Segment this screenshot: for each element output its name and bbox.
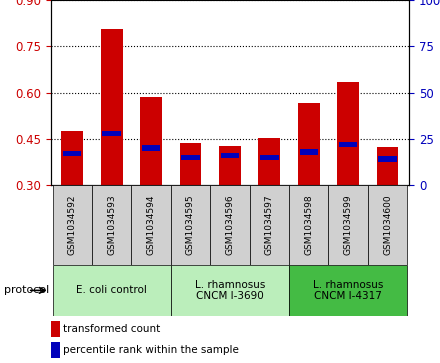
Text: GSM1034597: GSM1034597 — [265, 195, 274, 255]
Bar — [258, 138, 280, 185]
Bar — [103, 131, 121, 136]
Bar — [298, 103, 319, 185]
Bar — [339, 142, 357, 147]
Bar — [51, 321, 59, 337]
Text: GSM1034596: GSM1034596 — [225, 195, 235, 255]
Text: L. rhamnosus
CNCM I-4317: L. rhamnosus CNCM I-4317 — [313, 280, 383, 301]
Text: GSM1034594: GSM1034594 — [147, 195, 156, 255]
Bar — [132, 185, 171, 265]
Bar — [52, 265, 171, 316]
Bar — [210, 185, 249, 265]
Bar — [171, 265, 289, 316]
Bar — [249, 185, 289, 265]
Bar — [289, 265, 407, 316]
Text: GSM1034600: GSM1034600 — [383, 195, 392, 255]
Bar — [101, 29, 122, 185]
Text: transformed count: transformed count — [63, 324, 161, 334]
Bar — [378, 156, 397, 162]
Text: GSM1034598: GSM1034598 — [304, 195, 313, 255]
Bar — [63, 151, 81, 156]
Bar — [260, 155, 279, 160]
Text: GSM1034595: GSM1034595 — [186, 195, 195, 255]
Text: GSM1034599: GSM1034599 — [344, 195, 352, 255]
Text: E. coli control: E. coli control — [76, 285, 147, 295]
Text: L. rhamnosus
CNCM I-3690: L. rhamnosus CNCM I-3690 — [195, 280, 265, 301]
Bar — [92, 185, 132, 265]
Bar — [62, 131, 83, 185]
Bar — [52, 185, 92, 265]
Bar — [180, 143, 202, 185]
Text: protocol: protocol — [4, 285, 50, 295]
Bar — [377, 147, 398, 185]
Text: GSM1034592: GSM1034592 — [68, 195, 77, 255]
Bar — [51, 342, 59, 358]
Bar — [300, 149, 318, 155]
Bar — [328, 185, 368, 265]
Bar — [368, 185, 407, 265]
Bar — [181, 155, 200, 160]
Bar — [289, 185, 328, 265]
Bar — [171, 185, 210, 265]
Bar — [140, 97, 162, 185]
Text: GSM1034593: GSM1034593 — [107, 195, 116, 255]
Text: percentile rank within the sample: percentile rank within the sample — [63, 345, 239, 355]
Bar — [221, 153, 239, 158]
Bar — [142, 145, 160, 151]
Bar — [337, 82, 359, 185]
Bar — [219, 146, 241, 185]
